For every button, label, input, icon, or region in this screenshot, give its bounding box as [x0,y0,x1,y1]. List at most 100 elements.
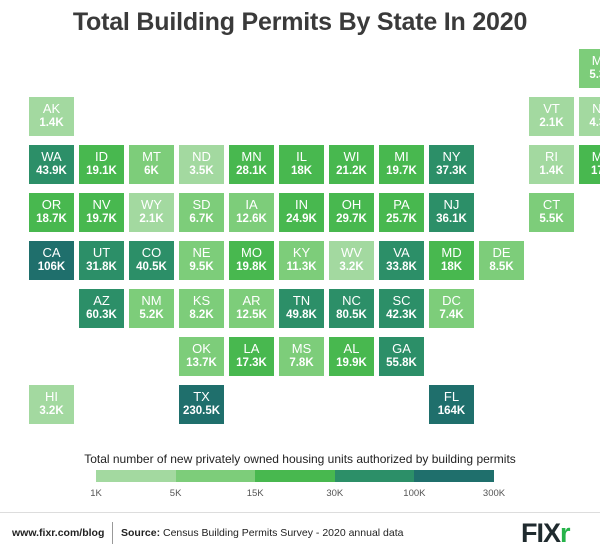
fixr-logo: FIX r [521,518,570,548]
state-value: 12.6K [236,213,267,225]
state-value: 3.5K [189,165,214,177]
state-tile-ak: AK 1.4K [29,97,74,136]
state-value: 18K [290,165,313,177]
state-value: 11.3K [286,261,317,273]
state-abbr: VT [543,101,560,116]
state-tile-co: CO 40.5K [129,241,174,280]
state-value: 7.8K [289,357,314,369]
state-value: 49.8K [286,309,317,321]
state-abbr: AL [343,341,360,356]
state-abbr: KS [192,293,211,308]
footer-source: Source: Census Building Permits Survey -… [121,527,403,539]
state-abbr: TX [193,389,210,404]
state-value: 55.8K [386,357,417,369]
source-text: Census Building Permits Survey - 2020 an… [160,527,404,539]
legend-segment [96,470,176,482]
state-abbr: ND [192,149,211,164]
state-value: 31.8K [86,261,117,273]
state-value: 19.1K [86,165,117,177]
map-title: Total Building Permits By State In 2020 [72,8,528,36]
state-abbr: VA [393,245,410,260]
state-value: 19.9K [336,357,367,369]
state-tile-mo: MO 19.8K [229,241,274,280]
state-abbr: PA [393,197,410,212]
state-value: 5.3K [589,69,600,81]
state-abbr: DC [442,293,461,308]
state-abbr: KY [292,245,311,260]
state-value: 2.1K [539,117,564,129]
logo-text: FIX [521,517,561,548]
state-tile-wy: WY 2.1K [129,193,174,232]
state-value: 1.4K [539,165,564,177]
state-value: 230.5K [182,405,221,417]
state-value: 25.7K [386,213,417,225]
state-tile-nm: NM 5.2K [129,289,174,328]
state-tile-ks: KS 8.2K [179,289,224,328]
state-abbr: ID [95,149,108,164]
state-value: 80.5K [336,309,367,321]
state-abbr: NM [141,293,162,308]
state-tile-ar: AR 12.5K [229,289,274,328]
state-tile-mt: MT 6K [129,145,174,184]
state-abbr: WI [343,149,360,164]
legend-tick-label: 5K [169,488,182,499]
state-tile-ga: GA 55.8K [379,337,424,376]
state-value: 2.1K [139,213,164,225]
state-abbr: NJ [443,197,460,212]
legend-color-scale [96,470,494,482]
state-tile-tx: TX 230.5K [179,385,224,424]
state-abbr: WA [41,149,62,164]
footer-site-link[interactable]: www.fixr.com/blog [12,527,105,539]
state-tile-md: MD 18K [429,241,474,280]
state-value: 7.4K [439,309,464,321]
legend-segment [175,470,256,482]
state-abbr: IA [245,197,258,212]
state-tile-fl: FL 164K [429,385,474,424]
state-abbr: AR [242,293,261,308]
state-abbr: MI [394,149,409,164]
state-tile-nd: ND 3.5K [179,145,224,184]
state-value: 29.7K [336,213,367,225]
state-abbr: AK [42,101,61,116]
state-tile-nj: NJ 36.1K [429,193,474,232]
state-abbr: GA [392,341,411,356]
state-value: 6K [144,165,159,177]
state-tile-nh: NH4.3K [579,97,600,136]
state-abbr: CT [542,197,561,212]
state-value: 19.8K [236,261,267,273]
state-abbr: UT [92,245,111,260]
state-tile-wv: WV 3.2K [329,241,374,280]
state-tile-nv: NV 19.7K [79,193,124,232]
state-tile-in: IN 24.9K [279,193,324,232]
state-tile-or: OR 18.7K [29,193,74,232]
state-tile-mi: MI 19.7K [379,145,424,184]
state-value: 18.7K [36,213,67,225]
legend-tick-label: 1K [90,488,102,499]
legend-title: Total number of new privately owned hous… [84,452,516,466]
state-tile-id: ID 19.1K [79,145,124,184]
state-tile-wi: WI 21.2K [329,145,374,184]
state-abbr: NE [192,245,211,260]
state-value: 5.2K [139,309,164,321]
state-value: 4.3K [589,117,600,129]
state-tile-ky: KY 11.3K [279,241,324,280]
state-value: 164K [437,405,466,417]
state-abbr: MT [142,149,161,164]
state-value: 42.3K [386,309,417,321]
state-value: 28.1K [236,165,267,177]
state-value: 43.9K [36,165,67,177]
state-tile-sc: SC 42.3K [379,289,424,328]
state-abbr: SD [192,197,211,212]
state-value: 8.2K [189,309,214,321]
legend-segment [334,470,415,482]
state-value: 17K [590,165,600,177]
state-abbr: IN [295,197,308,212]
state-tile-sd: SD 6.7K [179,193,224,232]
state-tile-ma: MA17K [579,145,600,184]
state-value: 21.2K [336,165,367,177]
state-abbr: MN [241,149,262,164]
state-tile-ny: NY 37.3K [429,145,474,184]
state-abbr: CA [42,245,61,260]
state-tile-vt: VT 2.1K [529,97,574,136]
state-value: 1.4K [39,117,64,129]
